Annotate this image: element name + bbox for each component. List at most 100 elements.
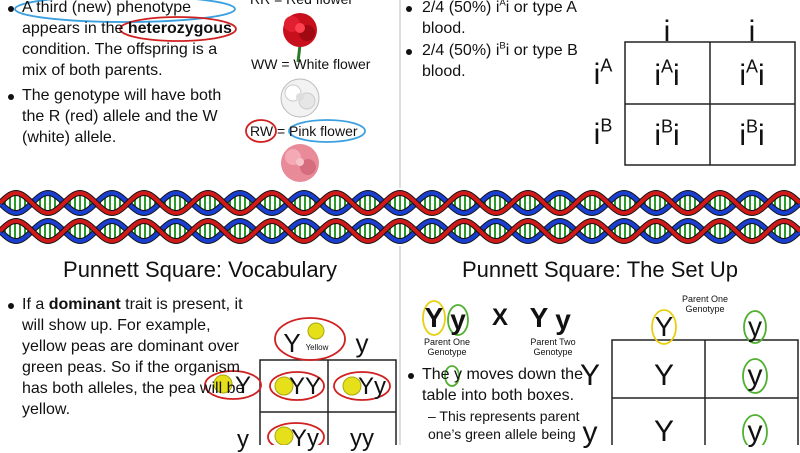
allele: Y [424,302,444,333]
text: A third (new) phenotype appears in the [22,0,191,37]
caption: Parent One Genotype [423,337,471,357]
dna-strand [0,218,800,244]
allele: y [555,304,571,335]
text: 2/4 (50%) i [422,42,500,59]
dna-strand [0,218,800,244]
row-header: y [237,426,249,453]
slide-title: Punnett Square: The Set Up [462,257,738,282]
text: B [745,116,759,137]
cell: y [747,359,763,392]
legend-item: RR = Red flower [250,0,353,7]
cell: Y [653,415,675,448]
column-header: Y [283,328,301,358]
pea-label: Yellow [305,343,329,352]
cross-symbol: X [491,304,509,331]
text: RW [250,123,274,139]
text: A [745,56,759,77]
text: = [273,123,290,139]
dna-strand [0,190,800,216]
legend-item: WW = White flower [251,56,371,72]
row-header: iB [593,116,613,151]
cell: iBi [739,117,765,152]
cell: iAi [739,57,765,92]
text: moves down the table into both boxes. [422,366,583,404]
text: B [600,115,613,136]
red-flower [283,13,317,63]
bullet-text: If a dominant trait is present, it will … [22,294,254,420]
cell: iBi [654,117,680,152]
text: i [654,119,661,152]
text: trait is present, it will show up. For e… [22,296,245,418]
text: A [600,55,613,76]
text: i [654,59,661,92]
text: i or type B blood. [422,42,578,80]
text: i [758,119,765,152]
text: i or type A blood. [422,0,577,37]
white-flower [280,78,320,118]
text: i [593,58,601,91]
dna-strand [0,190,800,216]
text: Pink flower [289,123,358,139]
text: i [739,59,746,92]
bold-term: heterozygous [127,20,232,37]
bold-term: dominant [48,296,121,313]
row-header: y [582,416,598,449]
bullet-text: The genotype will have both the R (red) … [22,85,234,148]
pea [213,322,362,445]
caption: Parent Two Genotype [530,337,576,357]
text: B [660,116,674,137]
row-header: iA [593,56,613,91]
bullet-text: 2/4 (50%) iAi or type A blood. [422,0,602,39]
cell: YY [288,373,322,400]
text: A [660,56,674,77]
row-header: Y [234,372,252,399]
text: i [593,118,601,151]
column-header: y [355,328,369,358]
column-header: y [748,311,762,342]
text: If a [22,296,49,313]
text: i [673,119,680,152]
bullet-marker [408,373,414,379]
bullet-text: 2/4 (50%) iBi or type B blood. [422,40,602,82]
bullet-text: A third (new) phenotype appears in the h… [22,0,244,81]
bullet-text: The y moves down the table into both box… [422,364,602,406]
bullet-marker [8,94,14,100]
grid-header: Parent One Genotype [681,294,729,314]
punnett-grid [259,359,397,445]
allele: Y [529,302,549,333]
bullet-marker [406,6,412,12]
text: i [758,59,765,92]
legend-item: RW = Pink flower [250,123,358,139]
cell: iAi [654,57,680,92]
cell: yy [350,425,374,452]
text: The genotype will have both the R (red) … [22,87,222,146]
allele: y [450,304,466,335]
text: i [673,59,680,92]
column-header: i [748,15,756,48]
cell: Yy [357,373,387,400]
text: condition. The offspring is a mix of bot… [22,41,218,79]
row-header: Y [579,359,601,392]
text: i [739,119,746,152]
cell: Y [653,359,675,392]
text: A [499,0,506,9]
bullet-marker [406,49,412,55]
pink-flower [281,144,319,182]
slide-title: Punnett Square: Vocabulary [63,257,337,282]
cell: y [747,415,763,448]
bullet-marker [8,6,14,12]
bullet-marker [8,303,14,309]
text: The [422,366,455,383]
punnett-grid [624,41,796,166]
highlight-ellipse [14,0,768,445]
dna-helix [0,189,800,245]
column-header: Y [654,311,674,342]
cell: Yy [290,425,320,452]
text: 2/4 (50%) i [422,0,500,16]
text: y [454,366,463,383]
sub-bullet: – This represents parent one’s green all… [428,408,580,442]
column-header: i [663,15,671,48]
punnett-grid [611,339,799,445]
